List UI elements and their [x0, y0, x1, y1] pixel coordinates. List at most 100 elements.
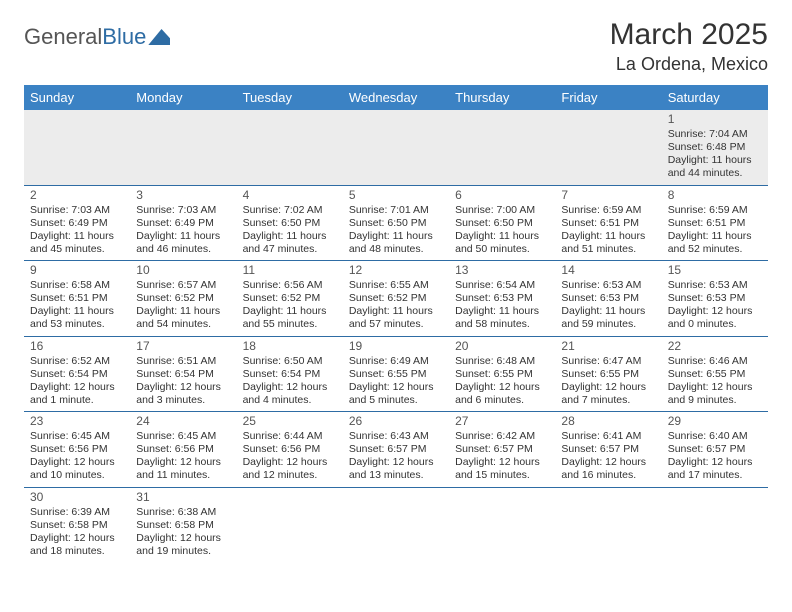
day-number: 6: [455, 188, 549, 203]
calendar-cell: [555, 110, 661, 185]
calendar-cell: 12Sunrise: 6:55 AMSunset: 6:52 PMDayligh…: [343, 261, 449, 337]
daylight-text: Daylight: 12 hours and 13 minutes.: [349, 456, 443, 482]
weekday-header: Wednesday: [343, 85, 449, 110]
day-number: 4: [243, 188, 337, 203]
daylight-text: Daylight: 12 hours and 17 minutes.: [668, 456, 762, 482]
calendar-cell: 29Sunrise: 6:40 AMSunset: 6:57 PMDayligh…: [662, 412, 768, 488]
sunset-text: Sunset: 6:51 PM: [30, 292, 124, 305]
day-number: 7: [561, 188, 655, 203]
day-number: 19: [349, 339, 443, 354]
calendar-cell: 20Sunrise: 6:48 AMSunset: 6:55 PMDayligh…: [449, 336, 555, 412]
sunset-text: Sunset: 6:56 PM: [136, 443, 230, 456]
calendar-cell: 10Sunrise: 6:57 AMSunset: 6:52 PMDayligh…: [130, 261, 236, 337]
sunrise-text: Sunrise: 7:00 AM: [455, 204, 549, 217]
daylight-text: Daylight: 12 hours and 12 minutes.: [243, 456, 337, 482]
calendar-week-row: 16Sunrise: 6:52 AMSunset: 6:54 PMDayligh…: [24, 336, 768, 412]
calendar-cell: 17Sunrise: 6:51 AMSunset: 6:54 PMDayligh…: [130, 336, 236, 412]
day-number: 29: [668, 414, 762, 429]
sunrise-text: Sunrise: 6:49 AM: [349, 355, 443, 368]
sunrise-text: Sunrise: 6:40 AM: [668, 430, 762, 443]
daylight-text: Daylight: 12 hours and 18 minutes.: [30, 532, 124, 558]
weekday-header: Sunday: [24, 85, 130, 110]
day-number: 5: [349, 188, 443, 203]
calendar-cell: 23Sunrise: 6:45 AMSunset: 6:56 PMDayligh…: [24, 412, 130, 488]
day-number: 15: [668, 263, 762, 278]
daylight-text: Daylight: 11 hours and 50 minutes.: [455, 230, 549, 256]
daylight-text: Daylight: 12 hours and 7 minutes.: [561, 381, 655, 407]
sunrise-text: Sunrise: 6:45 AM: [30, 430, 124, 443]
day-number: 13: [455, 263, 549, 278]
sunrise-text: Sunrise: 6:46 AM: [668, 355, 762, 368]
sunrise-text: Sunrise: 6:55 AM: [349, 279, 443, 292]
sunrise-text: Sunrise: 6:51 AM: [136, 355, 230, 368]
daylight-text: Daylight: 12 hours and 9 minutes.: [668, 381, 762, 407]
calendar-body: 1Sunrise: 7:04 AMSunset: 6:48 PMDaylight…: [24, 110, 768, 562]
daylight-text: Daylight: 11 hours and 44 minutes.: [668, 154, 762, 180]
day-number: 22: [668, 339, 762, 354]
daylight-text: Daylight: 11 hours and 51 minutes.: [561, 230, 655, 256]
sunset-text: Sunset: 6:58 PM: [136, 519, 230, 532]
calendar-cell: 6Sunrise: 7:00 AMSunset: 6:50 PMDaylight…: [449, 185, 555, 261]
calendar-cell: 21Sunrise: 6:47 AMSunset: 6:55 PMDayligh…: [555, 336, 661, 412]
daylight-text: Daylight: 12 hours and 11 minutes.: [136, 456, 230, 482]
daylight-text: Daylight: 11 hours and 47 minutes.: [243, 230, 337, 256]
sunset-text: Sunset: 6:49 PM: [136, 217, 230, 230]
sunset-text: Sunset: 6:50 PM: [455, 217, 549, 230]
day-number: 21: [561, 339, 655, 354]
day-number: 25: [243, 414, 337, 429]
daylight-text: Daylight: 12 hours and 16 minutes.: [561, 456, 655, 482]
day-number: 3: [136, 188, 230, 203]
calendar-cell: 25Sunrise: 6:44 AMSunset: 6:56 PMDayligh…: [237, 412, 343, 488]
calendar-cell: 22Sunrise: 6:46 AMSunset: 6:55 PMDayligh…: [662, 336, 768, 412]
daylight-text: Daylight: 12 hours and 10 minutes.: [30, 456, 124, 482]
daylight-text: Daylight: 11 hours and 58 minutes.: [455, 305, 549, 331]
calendar-cell: 8Sunrise: 6:59 AMSunset: 6:51 PMDaylight…: [662, 185, 768, 261]
sunset-text: Sunset: 6:55 PM: [668, 368, 762, 381]
sunrise-text: Sunrise: 6:41 AM: [561, 430, 655, 443]
day-number: 30: [30, 490, 124, 505]
calendar-cell: [237, 110, 343, 185]
sunset-text: Sunset: 6:50 PM: [243, 217, 337, 230]
calendar-cell: 15Sunrise: 6:53 AMSunset: 6:53 PMDayligh…: [662, 261, 768, 337]
sunrise-text: Sunrise: 6:56 AM: [243, 279, 337, 292]
calendar-cell: 24Sunrise: 6:45 AMSunset: 6:56 PMDayligh…: [130, 412, 236, 488]
sunset-text: Sunset: 6:49 PM: [30, 217, 124, 230]
sunset-text: Sunset: 6:57 PM: [349, 443, 443, 456]
weekday-header: Tuesday: [237, 85, 343, 110]
sunset-text: Sunset: 6:54 PM: [30, 368, 124, 381]
calendar-cell: 5Sunrise: 7:01 AMSunset: 6:50 PMDaylight…: [343, 185, 449, 261]
day-number: 11: [243, 263, 337, 278]
calendar-week-row: 2Sunrise: 7:03 AMSunset: 6:49 PMDaylight…: [24, 185, 768, 261]
sunrise-text: Sunrise: 6:59 AM: [668, 204, 762, 217]
title-block: March 2025 La Ordena, Mexico: [610, 18, 768, 75]
sunset-text: Sunset: 6:54 PM: [243, 368, 337, 381]
calendar-week-row: 30Sunrise: 6:39 AMSunset: 6:58 PMDayligh…: [24, 487, 768, 562]
sunset-text: Sunset: 6:52 PM: [136, 292, 230, 305]
sunset-text: Sunset: 6:53 PM: [455, 292, 549, 305]
calendar-cell: 11Sunrise: 6:56 AMSunset: 6:52 PMDayligh…: [237, 261, 343, 337]
weekday-header: Saturday: [662, 85, 768, 110]
day-number: 18: [243, 339, 337, 354]
sunrise-text: Sunrise: 7:01 AM: [349, 204, 443, 217]
calendar-cell: 30Sunrise: 6:39 AMSunset: 6:58 PMDayligh…: [24, 487, 130, 562]
calendar-cell: 27Sunrise: 6:42 AMSunset: 6:57 PMDayligh…: [449, 412, 555, 488]
sunset-text: Sunset: 6:57 PM: [668, 443, 762, 456]
day-number: 23: [30, 414, 124, 429]
calendar-cell: [237, 487, 343, 562]
logo-text-blue: Blue: [102, 24, 146, 50]
location-label: La Ordena, Mexico: [610, 54, 768, 75]
sunset-text: Sunset: 6:55 PM: [349, 368, 443, 381]
daylight-text: Daylight: 12 hours and 6 minutes.: [455, 381, 549, 407]
daylight-text: Daylight: 11 hours and 52 minutes.: [668, 230, 762, 256]
sunset-text: Sunset: 6:53 PM: [561, 292, 655, 305]
sunset-text: Sunset: 6:56 PM: [243, 443, 337, 456]
sunrise-text: Sunrise: 6:54 AM: [455, 279, 549, 292]
calendar-cell: 28Sunrise: 6:41 AMSunset: 6:57 PMDayligh…: [555, 412, 661, 488]
month-title: March 2025: [610, 18, 768, 52]
daylight-text: Daylight: 11 hours and 45 minutes.: [30, 230, 124, 256]
calendar-cell: [130, 110, 236, 185]
day-number: 12: [349, 263, 443, 278]
daylight-text: Daylight: 11 hours and 53 minutes.: [30, 305, 124, 331]
sunset-text: Sunset: 6:48 PM: [668, 141, 762, 154]
logo-text-general: General: [24, 24, 102, 50]
